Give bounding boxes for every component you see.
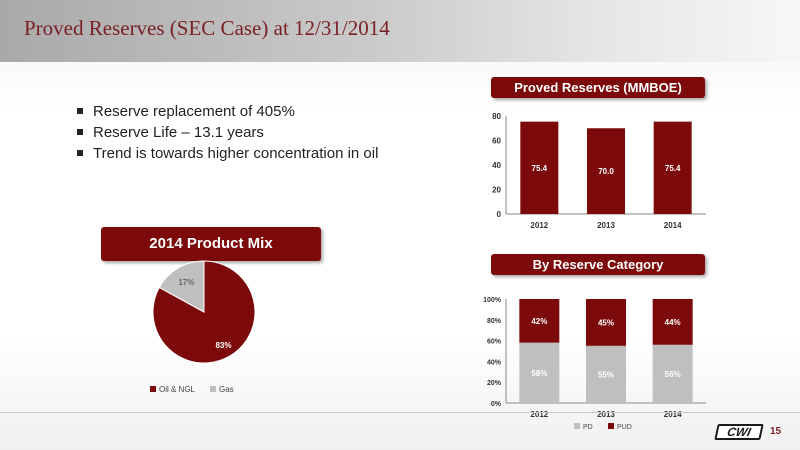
segment-value-label: 45% (598, 318, 614, 327)
x-tick-label: 2012 (530, 221, 548, 230)
y-tick-label: 20 (492, 186, 501, 195)
segment-value-label: 58% (531, 369, 547, 378)
legend-swatch (608, 423, 614, 429)
bullet-list: Reserve replacement of 405% Reserve Life… (75, 101, 378, 164)
page-number: 15 (770, 426, 782, 437)
legend-label: PD (583, 424, 593, 431)
x-tick-label: 2012 (530, 410, 548, 419)
product-mix-title: 2014 Product Mix (101, 227, 321, 261)
segment-value-label: 56% (665, 370, 681, 379)
category-stacked-chart: 0% 20% 40% 60% 80% 100% 58% 42% 2012 55% 45% 2013 56… (483, 297, 706, 431)
y-tick-label: 60% (487, 339, 502, 346)
stacked-bar-segment (652, 344, 693, 403)
legend-label: PUD (617, 424, 632, 431)
pie-slice-label: 17% (178, 278, 194, 287)
y-tick-label: 100% (483, 297, 502, 304)
stacked-bar-segment (586, 345, 626, 403)
bullet-item: Trend is towards higher concentration in… (75, 143, 378, 164)
segment-value-label: 42% (531, 317, 547, 326)
legend-label: Oil & NGL (159, 385, 196, 394)
stacked-bar-segment (586, 299, 626, 346)
stacked-bar-segment (652, 299, 693, 345)
x-tick-label: 2014 (664, 221, 682, 230)
title-bar (0, 0, 800, 62)
legend-swatch (150, 386, 156, 392)
bar-value-label: 70.0 (598, 167, 614, 176)
legend-label: Gas (219, 385, 234, 394)
stacked-bar-segment (519, 342, 560, 403)
y-tick-label: 80% (487, 318, 502, 325)
segment-value-label: 44% (665, 318, 681, 327)
category-chart-title: By Reserve Category (491, 254, 705, 275)
x-tick-label: 2013 (597, 410, 615, 419)
bar (587, 128, 625, 214)
y-tick-label: 0% (491, 401, 502, 408)
footer-divider (0, 412, 800, 413)
company-logo: CWI (714, 424, 764, 440)
reserves-bar-chart: 0 20 40 60 80 75.4 2012 70.0 2013 75.4 2014 (492, 112, 706, 230)
bullet-item: Reserve replacement of 405% (75, 101, 378, 122)
x-tick-label: 2013 (597, 221, 615, 230)
page-title: Proved Reserves (SEC Case) at 12/31/2014 (24, 16, 390, 40)
x-tick-label: 2014 (664, 410, 682, 419)
bar (520, 121, 559, 214)
bar (653, 121, 692, 214)
reserves-chart-title: Proved Reserves (MMBOE) (491, 77, 705, 98)
segment-value-label: 55% (598, 370, 614, 379)
pie-slice (158, 260, 205, 313)
stacked-bar-segment (519, 299, 560, 343)
y-tick-label: 80 (492, 112, 501, 121)
product-mix-pie-chart: 83% 17% Oil & NGL Gas (150, 260, 256, 394)
legend-swatch (210, 386, 216, 392)
bar-value-label: 75.4 (532, 164, 548, 173)
y-tick-label: 0 (497, 210, 502, 219)
y-tick-label: 60 (492, 137, 501, 146)
y-tick-label: 20% (487, 380, 502, 387)
legend-swatch (574, 423, 580, 429)
bar-value-label: 75.4 (665, 164, 681, 173)
y-tick-label: 40% (487, 359, 502, 366)
bullet-item: Reserve Life – 13.1 years (75, 122, 378, 143)
y-tick-label: 40 (492, 161, 501, 170)
pie-slice-label: 83% (215, 341, 231, 350)
